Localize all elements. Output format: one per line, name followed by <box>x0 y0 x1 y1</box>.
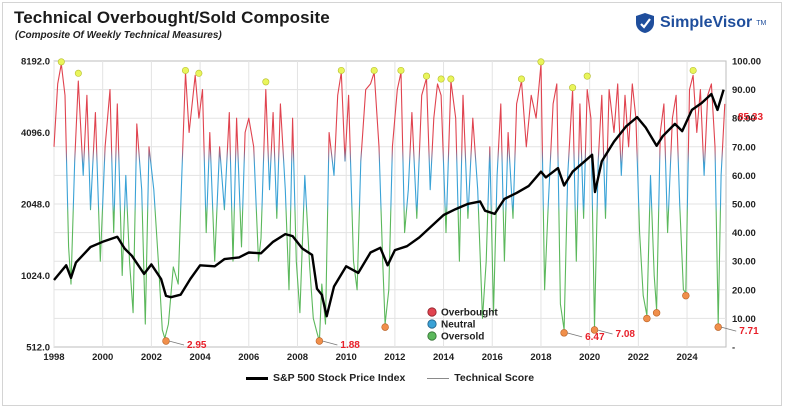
peak-marker <box>262 78 270 86</box>
x-tick-label: 2002 <box>141 352 162 363</box>
series-legend: S&P 500 Stock Price Index Technical Scor… <box>246 372 534 384</box>
current-score-value: 85.33 <box>738 112 763 123</box>
low-marker <box>714 323 722 331</box>
x-tick-label: 2000 <box>92 352 113 363</box>
x-tick-label: 2006 <box>238 352 259 363</box>
chart-subtitle: (Composite Of Weekly Technical Measures) <box>15 30 222 41</box>
x-tick-label: 2016 <box>482 352 503 363</box>
annotation-value: 1.88 <box>340 340 360 351</box>
low-marker <box>162 337 170 345</box>
low-marker <box>682 291 690 300</box>
peak-marker <box>537 58 545 66</box>
technical-score-line <box>53 63 726 342</box>
zone-legend-label: Overbought <box>441 308 498 319</box>
annotation-value: 7.71 <box>739 326 759 337</box>
right-tick-label: 20.00 <box>732 285 756 296</box>
peak-marker <box>689 66 697 74</box>
sp500-layer <box>53 89 725 318</box>
x-tick-label: 2008 <box>287 352 308 363</box>
annotation-value: 6.47 <box>585 332 605 343</box>
low-marker <box>315 337 324 345</box>
peak-marker <box>517 75 525 83</box>
right-tick-label: 10.00 <box>732 314 756 325</box>
brand-shield-icon <box>636 13 654 33</box>
low-marker <box>652 309 661 317</box>
brand-logo: SimpleVisor TM <box>634 12 766 34</box>
peak-marker <box>195 69 203 77</box>
x-tick-label: 2022 <box>628 352 649 363</box>
legend-swatch-technical-score <box>427 377 450 379</box>
low-marker <box>643 314 651 323</box>
peak-marker <box>337 66 345 74</box>
zone-legend-swatch <box>427 307 437 317</box>
annotation-leader <box>168 340 185 346</box>
zone-legend-swatch <box>427 331 437 341</box>
annotation-leader <box>721 326 737 332</box>
legend-label-technical-score: Technical Score <box>454 372 535 384</box>
legend-swatch-sp500 <box>246 376 268 380</box>
right-tick-label: 90.00 <box>732 85 756 96</box>
x-tick-label: 2018 <box>530 352 551 363</box>
x-tick-label: 2010 <box>336 352 357 363</box>
annotation-value: 2.95 <box>187 340 207 351</box>
annotation-leader <box>597 329 613 335</box>
right-tick-label: 70.00 <box>732 142 756 153</box>
annotation-value: 7.08 <box>616 329 636 340</box>
peak-marker <box>437 75 445 83</box>
chart-frame <box>2 2 782 406</box>
peak-marker <box>74 69 82 77</box>
right-tick-label: 100.00 <box>732 57 761 68</box>
zone-legend-label: Oversold <box>441 332 484 343</box>
annotation-leader <box>566 332 583 338</box>
peak-marker <box>181 66 189 74</box>
x-tick-label: 1998 <box>43 352 64 363</box>
sp500-line <box>53 89 725 318</box>
left-tick-label: 512.0 <box>26 343 50 354</box>
x-tick-label: 2012 <box>384 352 405 363</box>
chart-title: Technical Overbought/Sold Composite <box>14 8 330 27</box>
peak-marker <box>447 75 455 83</box>
x-tick-label: 2020 <box>579 352 600 363</box>
right-tick-label: 80.00 <box>732 114 756 125</box>
peak-marker <box>57 58 65 66</box>
right-tick-label: 60.00 <box>732 171 756 182</box>
x-tick-label: 2004 <box>190 352 212 363</box>
right-tick-label: 40.00 <box>732 228 756 239</box>
annotation-layer: 2.95 1.88 6.47 7.08 7.71 85.33 <box>57 58 763 351</box>
peak-marker <box>397 66 405 74</box>
zone-legend-label: Neutral <box>441 320 476 331</box>
legend-item-technical-score: Technical Score <box>427 372 534 384</box>
right-tick-label: 30.00 <box>732 257 756 268</box>
left-tick-label: 8192.0 <box>21 57 50 68</box>
technical-score-layer <box>53 63 726 342</box>
x-tick-label: 2024 <box>676 352 698 363</box>
grid-lines <box>53 60 727 348</box>
annotation-leader <box>322 340 338 346</box>
right-tick-label: 50.00 <box>732 200 756 211</box>
left-tick-label: 1024.0 <box>21 271 50 282</box>
peak-marker <box>583 72 591 80</box>
peak-marker <box>370 66 378 74</box>
right-axis: - 10.00 20.00 30.00 40.00 50.00 60.00 70.00 80.0… <box>732 57 761 354</box>
brand-trademark: TM <box>756 19 767 27</box>
left-tick-label: 2048.0 <box>21 200 50 211</box>
left-axis: 512.0 1024.0 2048.0 4096.0 8192.0 <box>21 57 50 354</box>
zone-legend-swatch <box>427 319 437 329</box>
low-marker <box>590 326 599 334</box>
legend-item-sp500: S&P 500 Stock Price Index <box>246 372 405 384</box>
x-axis: 1998 2000 2002 2004 2006 2008 2010 2012 2014 2016… <box>43 352 698 363</box>
right-tick-label: - <box>732 343 735 354</box>
peak-marker <box>569 84 577 92</box>
peak-marker <box>423 72 431 80</box>
legend-label-sp500: S&P 500 Stock Price Index <box>273 372 406 384</box>
left-tick-label: 4096.0 <box>21 128 50 139</box>
x-tick-label: 2014 <box>433 352 455 363</box>
low-marker <box>560 329 568 337</box>
low-marker <box>381 323 389 331</box>
brand-name: SimpleVisor <box>660 14 753 31</box>
